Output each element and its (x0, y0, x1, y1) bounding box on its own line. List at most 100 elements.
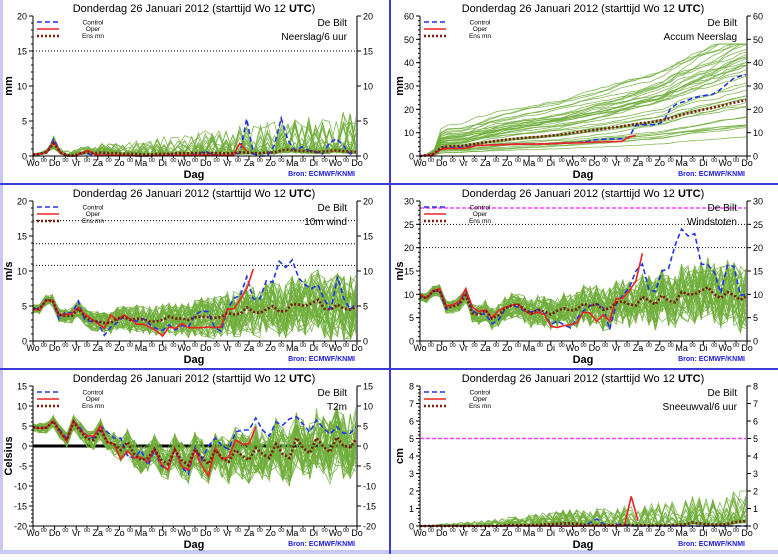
x-midnight-label: 00 (235, 158, 241, 164)
x-day-label: Ma (286, 343, 299, 353)
y-tick-label-right: 20 (363, 12, 373, 22)
legend-label-control: Control (470, 20, 492, 27)
ensemble-members (419, 43, 748, 157)
ensemble-member-line (32, 417, 358, 475)
ensemble-member-line (419, 43, 748, 157)
y-tick-label-right: 10 (753, 290, 763, 300)
variable-label: Windstoten (687, 217, 737, 228)
x-midnight-label: 00 (214, 343, 220, 349)
y-tick-label-right: -20 (363, 522, 376, 532)
x-day-label: Di (310, 528, 319, 538)
station-label: De Bilt (708, 203, 738, 214)
ensemble-member-line (32, 274, 358, 340)
x-midnight-label: 00 (450, 343, 456, 349)
chart-title-text: Donderdag 26 Januari 2012 (starttijd Wo … (73, 373, 289, 385)
x-day-label: Vr (72, 158, 81, 168)
y-tick-label-left: 40 (404, 58, 414, 68)
x-midnight-label: 00 (493, 158, 499, 164)
y-tick-label-right: 2 (753, 487, 758, 497)
x-axis-label: Dag (184, 354, 205, 366)
ensemble-member-line (32, 415, 358, 477)
x-midnight-label: 00 (235, 528, 241, 534)
x-midnight-label: 00 (537, 343, 543, 349)
x-midnight-label: 00 (602, 158, 608, 164)
x-midnight-label: 00 (580, 158, 586, 164)
legend-label-ensmean: Ens mn (469, 33, 491, 40)
chart-title-text: Donderdag 26 Januari 2012 (starttijd Wo … (462, 373, 678, 385)
x-midnight-label: 00 (192, 528, 198, 534)
y-tick-label-left: 0 (22, 152, 27, 162)
x-day-label: Zo (502, 343, 513, 353)
x-midnight-label: 00 (127, 158, 133, 164)
y-tick-label-right: 0 (363, 337, 368, 347)
chart-wind10m: Donderdag 26 Januari 2012 (starttijd Wo … (3, 188, 373, 366)
series-oper (32, 268, 255, 338)
x-day-label: Di (547, 528, 556, 538)
y-tick-label-right: 30 (753, 82, 763, 92)
chart-title-paren: ) (701, 373, 705, 385)
x-day-label: Di (699, 528, 708, 538)
ensemble-member-line (419, 98, 748, 157)
y-tick-label-right: 0 (753, 337, 758, 347)
y-tick-label-right: 40 (753, 58, 763, 68)
y-tick-label-right: 10 (363, 402, 373, 412)
x-day-label: Di (158, 343, 167, 353)
panel-windstoten: Donderdag 26 Januari 2012 (starttijd Wo … (389, 185, 778, 370)
y-tick-label-right: 20 (753, 243, 763, 253)
x-day-label: Wo (329, 528, 342, 538)
x-day-label: Zo (655, 158, 666, 168)
panel-divider-vertical (389, 0, 391, 554)
chart-sneeuwval: Donderdag 26 Januari 2012 (starttijd Wo … (394, 373, 758, 551)
source-label: Bron: ECMWF/KNMI (288, 356, 355, 363)
x-midnight-label: 00 (646, 343, 652, 349)
legend-label-ensmean: Ens mn (469, 403, 491, 410)
chart-title-utc: UTC (289, 373, 312, 385)
y-tick-label-right: 5 (363, 422, 368, 432)
x-midnight-label: 00 (733, 158, 739, 164)
y-tick-label-left: 30 (404, 197, 414, 207)
x-midnight-label: 00 (624, 528, 630, 534)
x-day-label: Zo (655, 528, 666, 538)
chart-title-utc: UTC (678, 373, 701, 385)
y-tick-label-right: 60 (753, 12, 763, 22)
x-midnight-label: 00 (106, 343, 112, 349)
y-tick-label-left: 5 (22, 302, 27, 312)
y-tick-label-left: 1 (409, 504, 414, 514)
ensemble-member-line (419, 272, 748, 331)
y-tick-label-right: 5 (363, 117, 368, 127)
x-day-label: Do (741, 158, 753, 168)
series-ens-mn (33, 298, 358, 325)
x-midnight-label: 00 (493, 528, 499, 534)
ensemble-member-line (419, 43, 747, 157)
y-tick-label-right: 15 (363, 232, 373, 242)
y-tick-label-left: 15 (404, 267, 414, 277)
x-day-label: Do (200, 528, 212, 538)
ensemble-member-line (32, 418, 358, 483)
station-label: De Bilt (318, 18, 348, 29)
x-day-label: Wo (329, 158, 342, 168)
x-day-label: Di (158, 158, 167, 168)
ensemble-member-line (419, 51, 748, 157)
y-tick-label-left: 5 (22, 422, 27, 432)
x-midnight-label: 00 (300, 343, 306, 349)
y-tick-label-right: 15 (753, 267, 763, 277)
panel-divider-horizontal-1 (0, 183, 778, 185)
x-day-label: Zo (114, 158, 125, 168)
x-midnight-label: 00 (559, 528, 565, 534)
x-midnight-label: 00 (149, 158, 155, 164)
chart-title-paren: ) (312, 3, 316, 15)
y-axis-label: m/s (3, 262, 15, 281)
x-midnight-label: 00 (668, 158, 674, 164)
x-axis-label: Dag (573, 169, 594, 181)
y-tick-label-left: -15 (14, 502, 27, 512)
x-midnight-label: 00 (711, 528, 717, 534)
station-label: De Bilt (318, 203, 348, 214)
x-day-label: Za (93, 158, 104, 168)
x-day-label: Do (49, 343, 61, 353)
x-midnight-label: 00 (84, 343, 90, 349)
x-day-label: Za (244, 528, 255, 538)
x-midnight-label: 00 (257, 158, 263, 164)
ensemble-member-line (32, 282, 358, 338)
